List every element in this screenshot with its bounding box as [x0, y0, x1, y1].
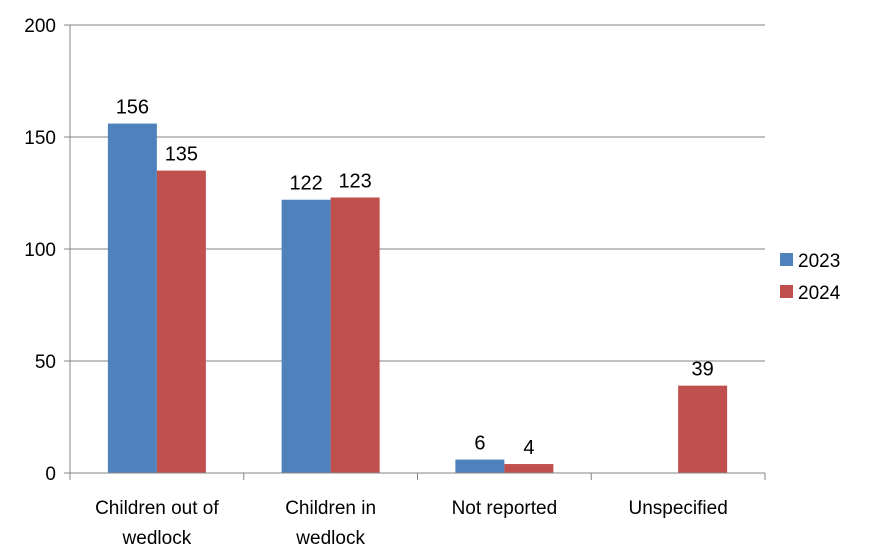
x-category-label: wedlock — [295, 528, 365, 549]
x-category-label: Children in — [285, 498, 376, 519]
legend: 2023 2024 — [780, 251, 841, 304]
legend-swatch-2023 — [780, 253, 793, 266]
y-axis-tick-labels: 0 50 100 150 200 — [24, 16, 56, 485]
bar-series — [107, 123, 728, 474]
y-tick-label: 200 — [24, 16, 56, 37]
x-category-label: Not reported — [452, 498, 558, 519]
legend-swatch-2024 — [780, 285, 793, 298]
bar-2023-1 — [281, 199, 331, 473]
data-label-2024-1: 123 — [338, 170, 371, 192]
x-category-label: Unspecified — [628, 498, 727, 519]
data-labels: 156 135 122 123 6 4 39 — [116, 97, 714, 459]
bar-2024-2 — [504, 464, 554, 473]
data-label-2024-3: 39 — [692, 359, 714, 381]
x-category-label: Children out of — [95, 498, 219, 519]
data-label-2023-0: 156 — [116, 97, 149, 119]
y-tick-label: 50 — [35, 352, 56, 373]
bar-2023-2 — [455, 459, 505, 473]
y-tick-label: 0 — [45, 464, 56, 485]
data-label-2024-2: 4 — [523, 437, 534, 459]
data-label-2023-1: 122 — [289, 173, 322, 195]
axes — [64, 24, 766, 480]
x-axis-category-labels: Children out of wedlock Children in wedlock… — [95, 498, 728, 549]
bar-2024-0 — [156, 170, 206, 473]
data-label-2023-2: 6 — [474, 433, 485, 455]
bar-2023-0 — [107, 123, 157, 473]
bar-2024-3 — [678, 385, 728, 473]
y-tick-label: 150 — [24, 128, 56, 149]
legend-label-2023: 2023 — [798, 251, 840, 272]
data-label-2024-0: 135 — [165, 144, 198, 166]
legend-label-2024: 2024 — [798, 283, 841, 304]
y-tick-label: 100 — [24, 240, 56, 261]
bar-2024-1 — [330, 197, 380, 474]
x-category-label: wedlock — [122, 528, 192, 549]
